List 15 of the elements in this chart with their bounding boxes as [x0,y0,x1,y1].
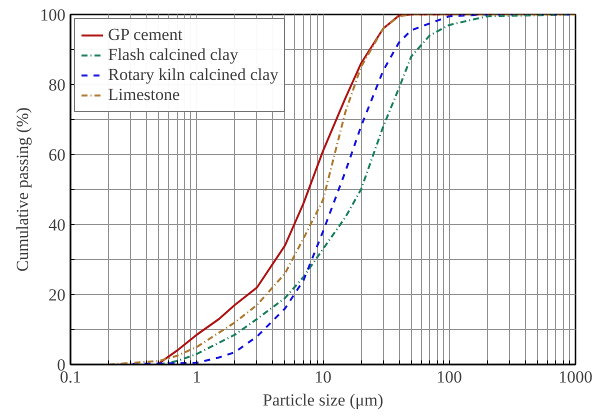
legend-label: Limestone [108,85,180,105]
legend-label: GP cement [108,25,182,45]
x-tick-label: 1000 [558,368,592,386]
y-axis-title: Cumulative passing (%) [13,107,32,272]
y-tick-label: 100 [40,6,66,24]
y-tick-label: 40 [48,216,66,234]
y-tick-label: 20 [48,286,66,304]
y-tick-label: 60 [48,146,66,164]
legend-label: Rotary kiln calcined clay [108,65,278,85]
legend-label: Flash calcined clay [108,45,238,65]
x-tick-label: 1 [192,368,201,386]
y-tick-label: 80 [48,76,66,94]
x-axis-title: Particle size (μm) [262,390,384,410]
x-tick-label: 100 [436,368,462,386]
x-tick-label: 10 [314,368,332,386]
